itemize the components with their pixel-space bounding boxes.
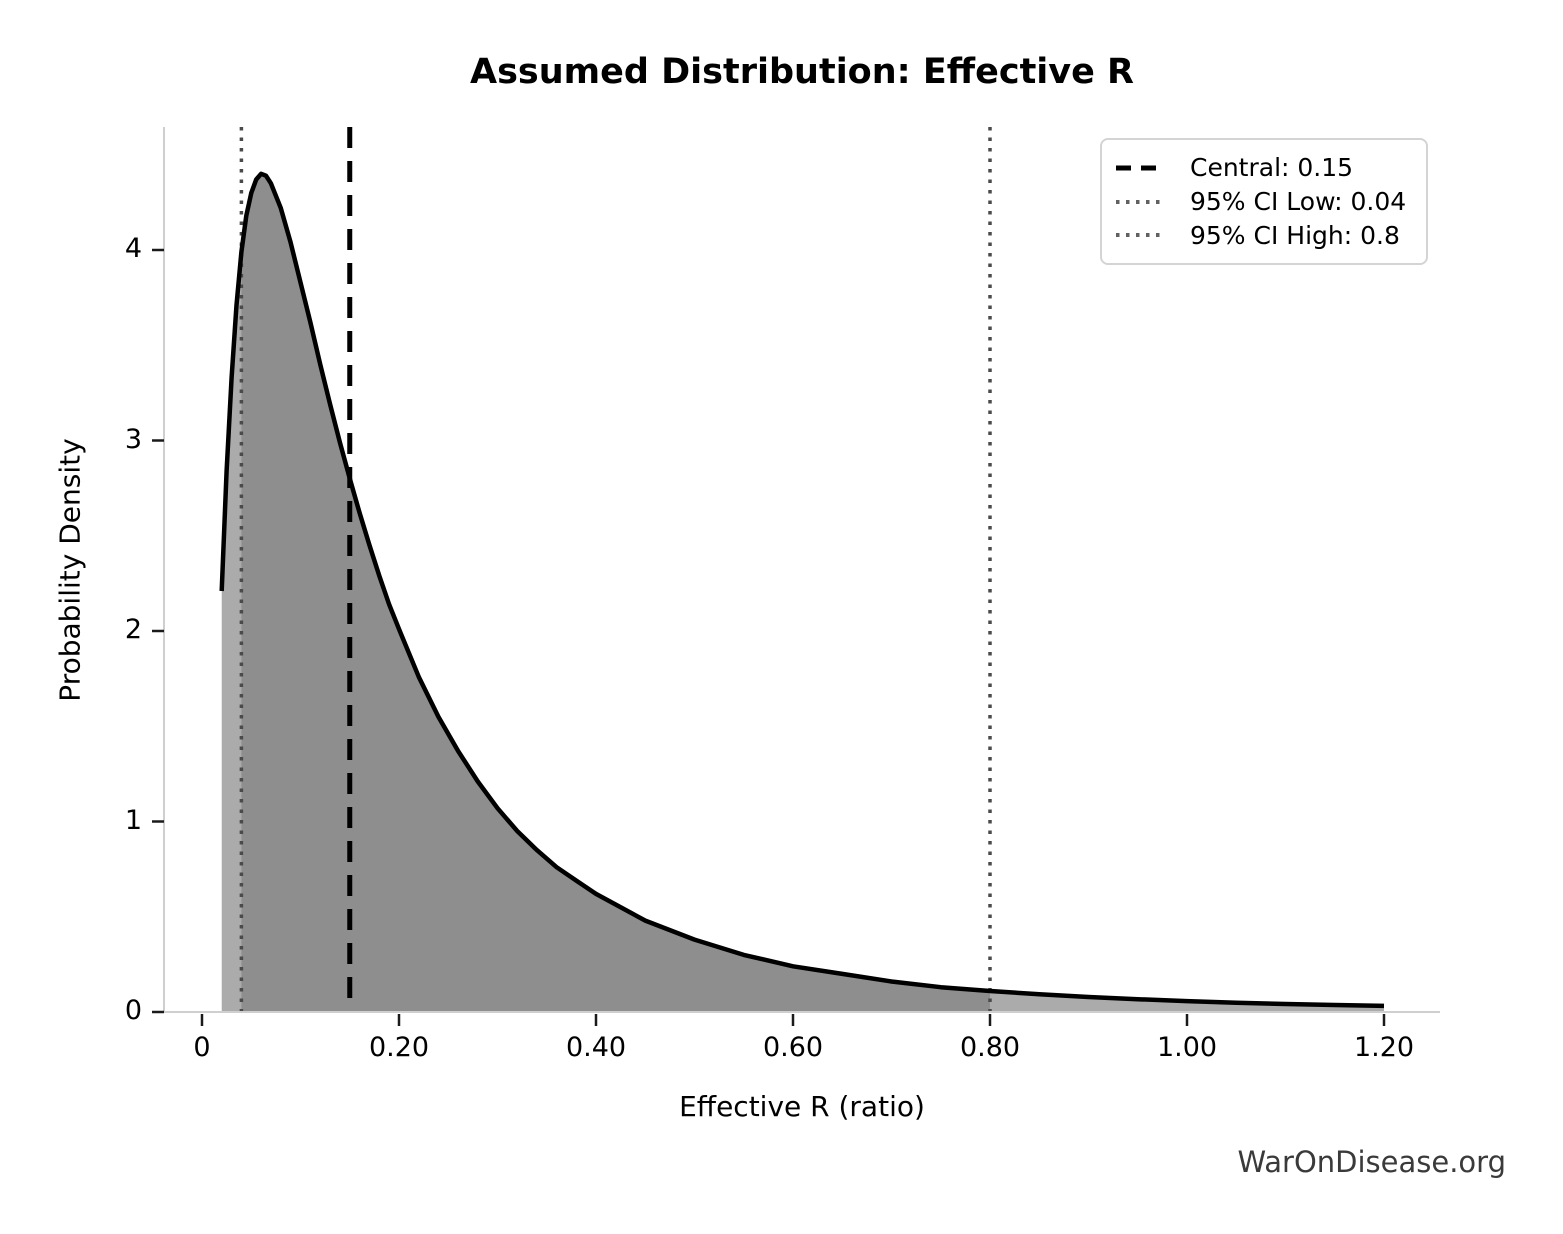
legend-item-ci-low: 95% CI Low: 0.04: [1116, 185, 1412, 219]
density-curve: [219, 171, 1385, 1009]
x-tick-label: 0.60: [762, 1032, 824, 1063]
legend-label-ci-high: 95% CI High: 0.8: [1190, 220, 1400, 250]
x-tick-label: 0.40: [565, 1032, 627, 1063]
dashed-line-icon: [1116, 165, 1164, 171]
legend: Central: 0.15 95% CI Low: 0.04 95% CI Hi…: [1100, 138, 1428, 265]
legend-item-ci-high: 95% CI High: 0.8: [1116, 218, 1412, 252]
y-axis-label: Probability Density: [53, 438, 87, 702]
chart-title: Assumed Distribution: Effective R: [470, 52, 1134, 92]
legend-label-ci-low: 95% CI Low: 0.04: [1190, 187, 1407, 216]
legend-label-central: Central: 0.15: [1190, 153, 1354, 183]
y-tick-label: 3: [124, 423, 142, 455]
x-tick-label: 0.20: [368, 1032, 430, 1063]
y-tick-label: 0: [124, 995, 142, 1026]
y-tick-label: 2: [124, 614, 142, 645]
x-tick-label: 0.80: [959, 1032, 1021, 1063]
ci-fill: [241, 173, 990, 1013]
y-tick-label: 1: [124, 804, 142, 836]
legend-item-central: Central: 0.15: [1116, 151, 1412, 185]
dotted-line-icon: [1116, 233, 1164, 238]
x-tick-label: 1.20: [1353, 1032, 1415, 1063]
dotted-line-icon: [1116, 199, 1164, 204]
y-tick-label: 4: [124, 233, 142, 264]
x-axis-label: Effective R (ratio): [679, 1090, 925, 1123]
x-tick-label: 0: [193, 1032, 211, 1063]
watermark: WarOnDisease.org: [1237, 1145, 1506, 1179]
x-tick-label: 1.00: [1156, 1032, 1218, 1063]
